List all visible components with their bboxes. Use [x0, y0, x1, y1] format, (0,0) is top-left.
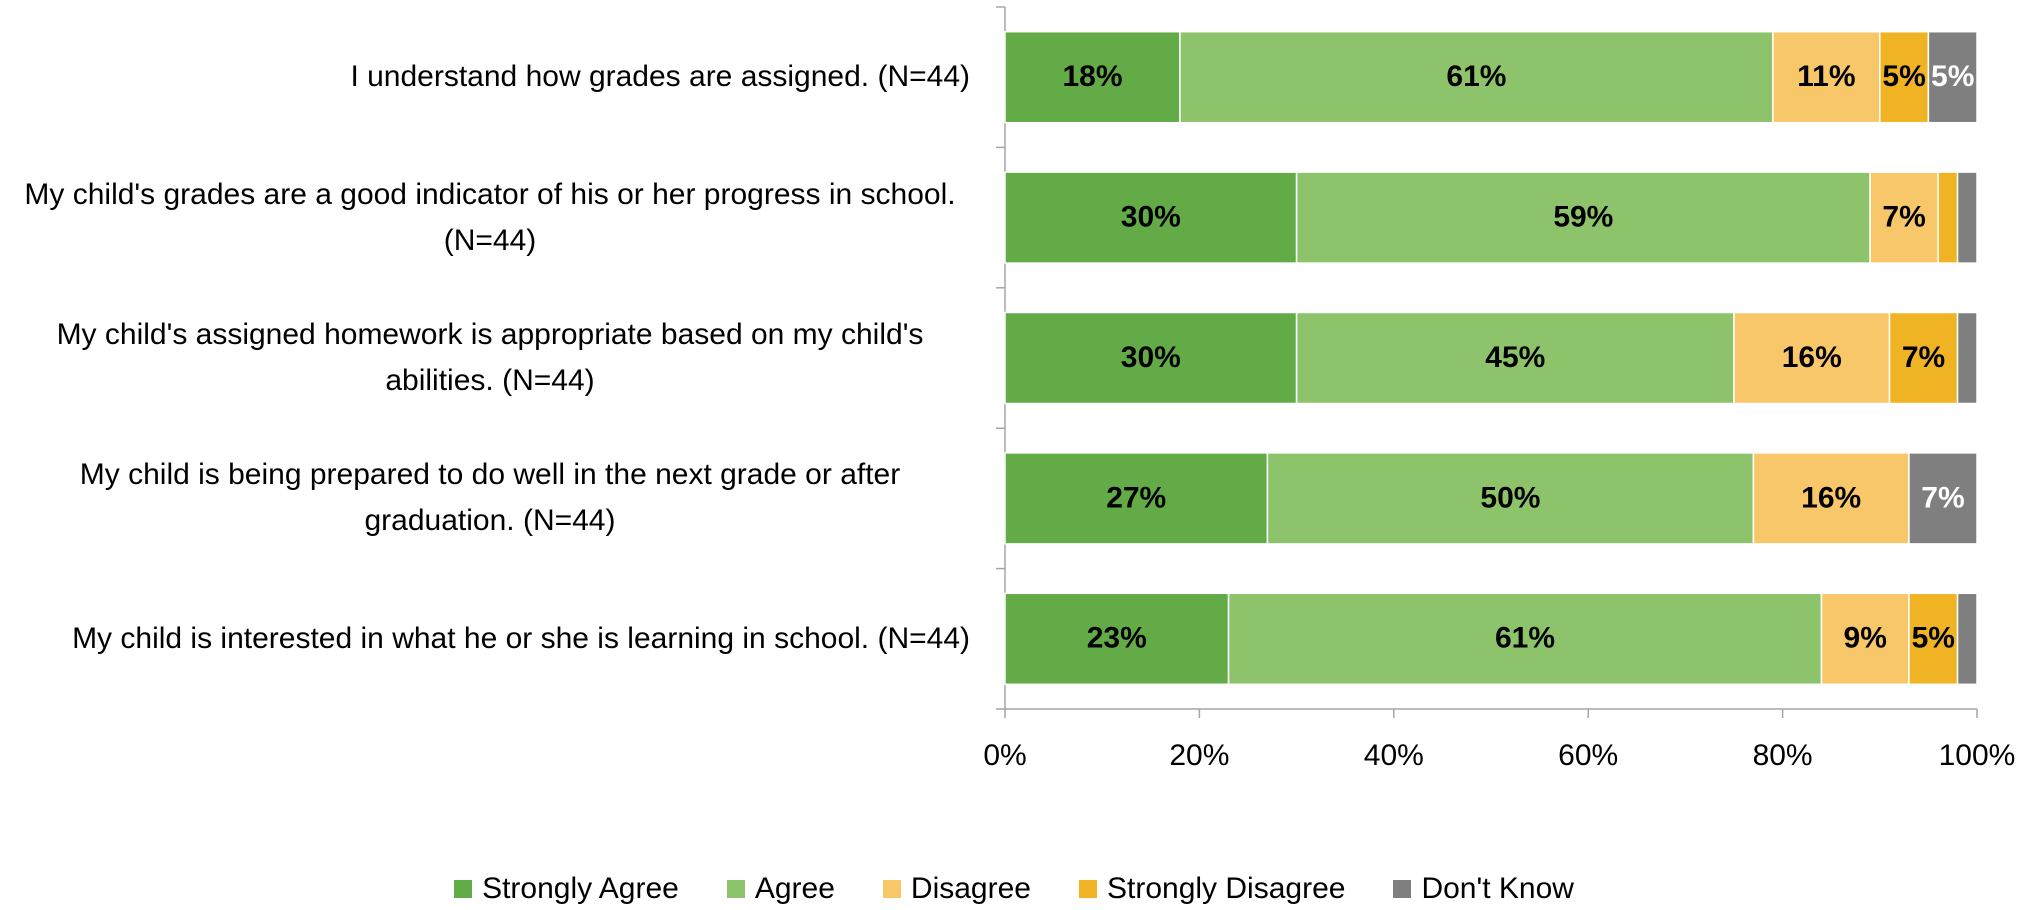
- category-text: My child is being prepared to do well in…: [79, 458, 901, 538]
- bar-segment: [1908, 452, 1978, 545]
- data-label: 30%: [1121, 341, 1181, 374]
- legend-item: Don't Know: [1393, 872, 1574, 906]
- legend-swatch: [1078, 880, 1097, 898]
- data-label: 5%: [1912, 622, 1955, 655]
- x-tick-label: 40%: [1364, 739, 1424, 772]
- bar-segment: [1004, 592, 1230, 686]
- legend: Strongly Agree Agree Disagree Strongly Disa…: [0, 872, 2028, 906]
- bar-segment: [1733, 311, 1891, 405]
- x-tick-label: 0%: [983, 739, 1026, 772]
- data-label: 7%: [1921, 481, 1964, 514]
- legend-label: Don't Know: [1421, 872, 1574, 905]
- bar-segment: [1869, 171, 1939, 264]
- bar-segment: [1004, 30, 1181, 124]
- legend-label: Disagree: [910, 872, 1031, 905]
- data-label: 61%: [1495, 622, 1555, 655]
- data-label: 23%: [1087, 622, 1147, 655]
- category-text: My child's assigned homework is appropri…: [56, 317, 924, 397]
- category-label: My child is being prepared to do well in…: [10, 428, 970, 568]
- data-label: 18%: [1062, 60, 1122, 93]
- bar-segment: [1956, 311, 1978, 405]
- category-label: My child's grades are a good indicator o…: [10, 147, 970, 287]
- bar-segment: [1937, 171, 1959, 264]
- legend-item: Agree: [726, 872, 835, 906]
- bar-segment: [1179, 30, 1774, 124]
- bar-segment: [1888, 311, 1959, 405]
- bar-segment: [1295, 171, 1871, 264]
- bar-segment: [1295, 311, 1735, 405]
- bar-segment: [1820, 592, 1910, 686]
- data-label: 7%: [1882, 201, 1925, 234]
- x-tick-label: 80%: [1753, 739, 1813, 772]
- data-label: 27%: [1106, 481, 1166, 514]
- legend-item: Strongly Disagree: [1078, 872, 1346, 906]
- category-label: My child's assigned homework is appropri…: [10, 288, 970, 428]
- data-label: 30%: [1121, 201, 1181, 234]
- x-tick-label: 20%: [1169, 739, 1229, 772]
- data-label: 5%: [1931, 60, 1974, 93]
- legend-item: Disagree: [882, 872, 1031, 906]
- bar-segment: [1908, 592, 1959, 686]
- data-label: 50%: [1480, 481, 1540, 514]
- category-label: My child is interested in what he or she…: [10, 569, 970, 709]
- data-label: 59%: [1553, 201, 1613, 234]
- data-label: 5%: [1882, 60, 1925, 93]
- bar-segment: [1004, 311, 1298, 405]
- data-label: 16%: [1782, 341, 1842, 374]
- category-text: I understand how grades are assigned. (N…: [350, 60, 970, 94]
- legend-swatch: [882, 880, 901, 898]
- x-tick-label: 60%: [1558, 739, 1618, 772]
- bar-segment: [1004, 171, 1298, 264]
- data-label: 45%: [1485, 341, 1545, 374]
- category-label: I understand how grades are assigned. (N…: [10, 7, 970, 147]
- legend-label: Strongly Disagree: [1106, 872, 1346, 905]
- bar-segment: [1927, 30, 1978, 124]
- bar-segment: [1266, 452, 1755, 545]
- category-text: My child is interested in what he or she…: [72, 621, 970, 655]
- category-text: My child's grades are a good indicator o…: [24, 177, 956, 257]
- data-label: 61%: [1446, 60, 1506, 93]
- data-label: 11%: [1797, 60, 1855, 93]
- data-label: 16%: [1801, 481, 1861, 514]
- bar-segment: [1956, 592, 1978, 686]
- bar-segment: [1772, 30, 1881, 124]
- legend-swatch: [726, 880, 745, 898]
- x-tick-label: 100%: [1939, 739, 2016, 772]
- data-label: 9%: [1844, 622, 1887, 655]
- legend-item: Strongly Agree: [454, 872, 679, 906]
- legend-swatch: [1393, 880, 1412, 898]
- data-label: 7%: [1902, 341, 1945, 374]
- legend-label: Agree: [754, 872, 835, 905]
- bar-segment: [1956, 171, 1978, 264]
- legend-swatch: [454, 880, 473, 898]
- legend-label: Strongly Agree: [482, 872, 679, 905]
